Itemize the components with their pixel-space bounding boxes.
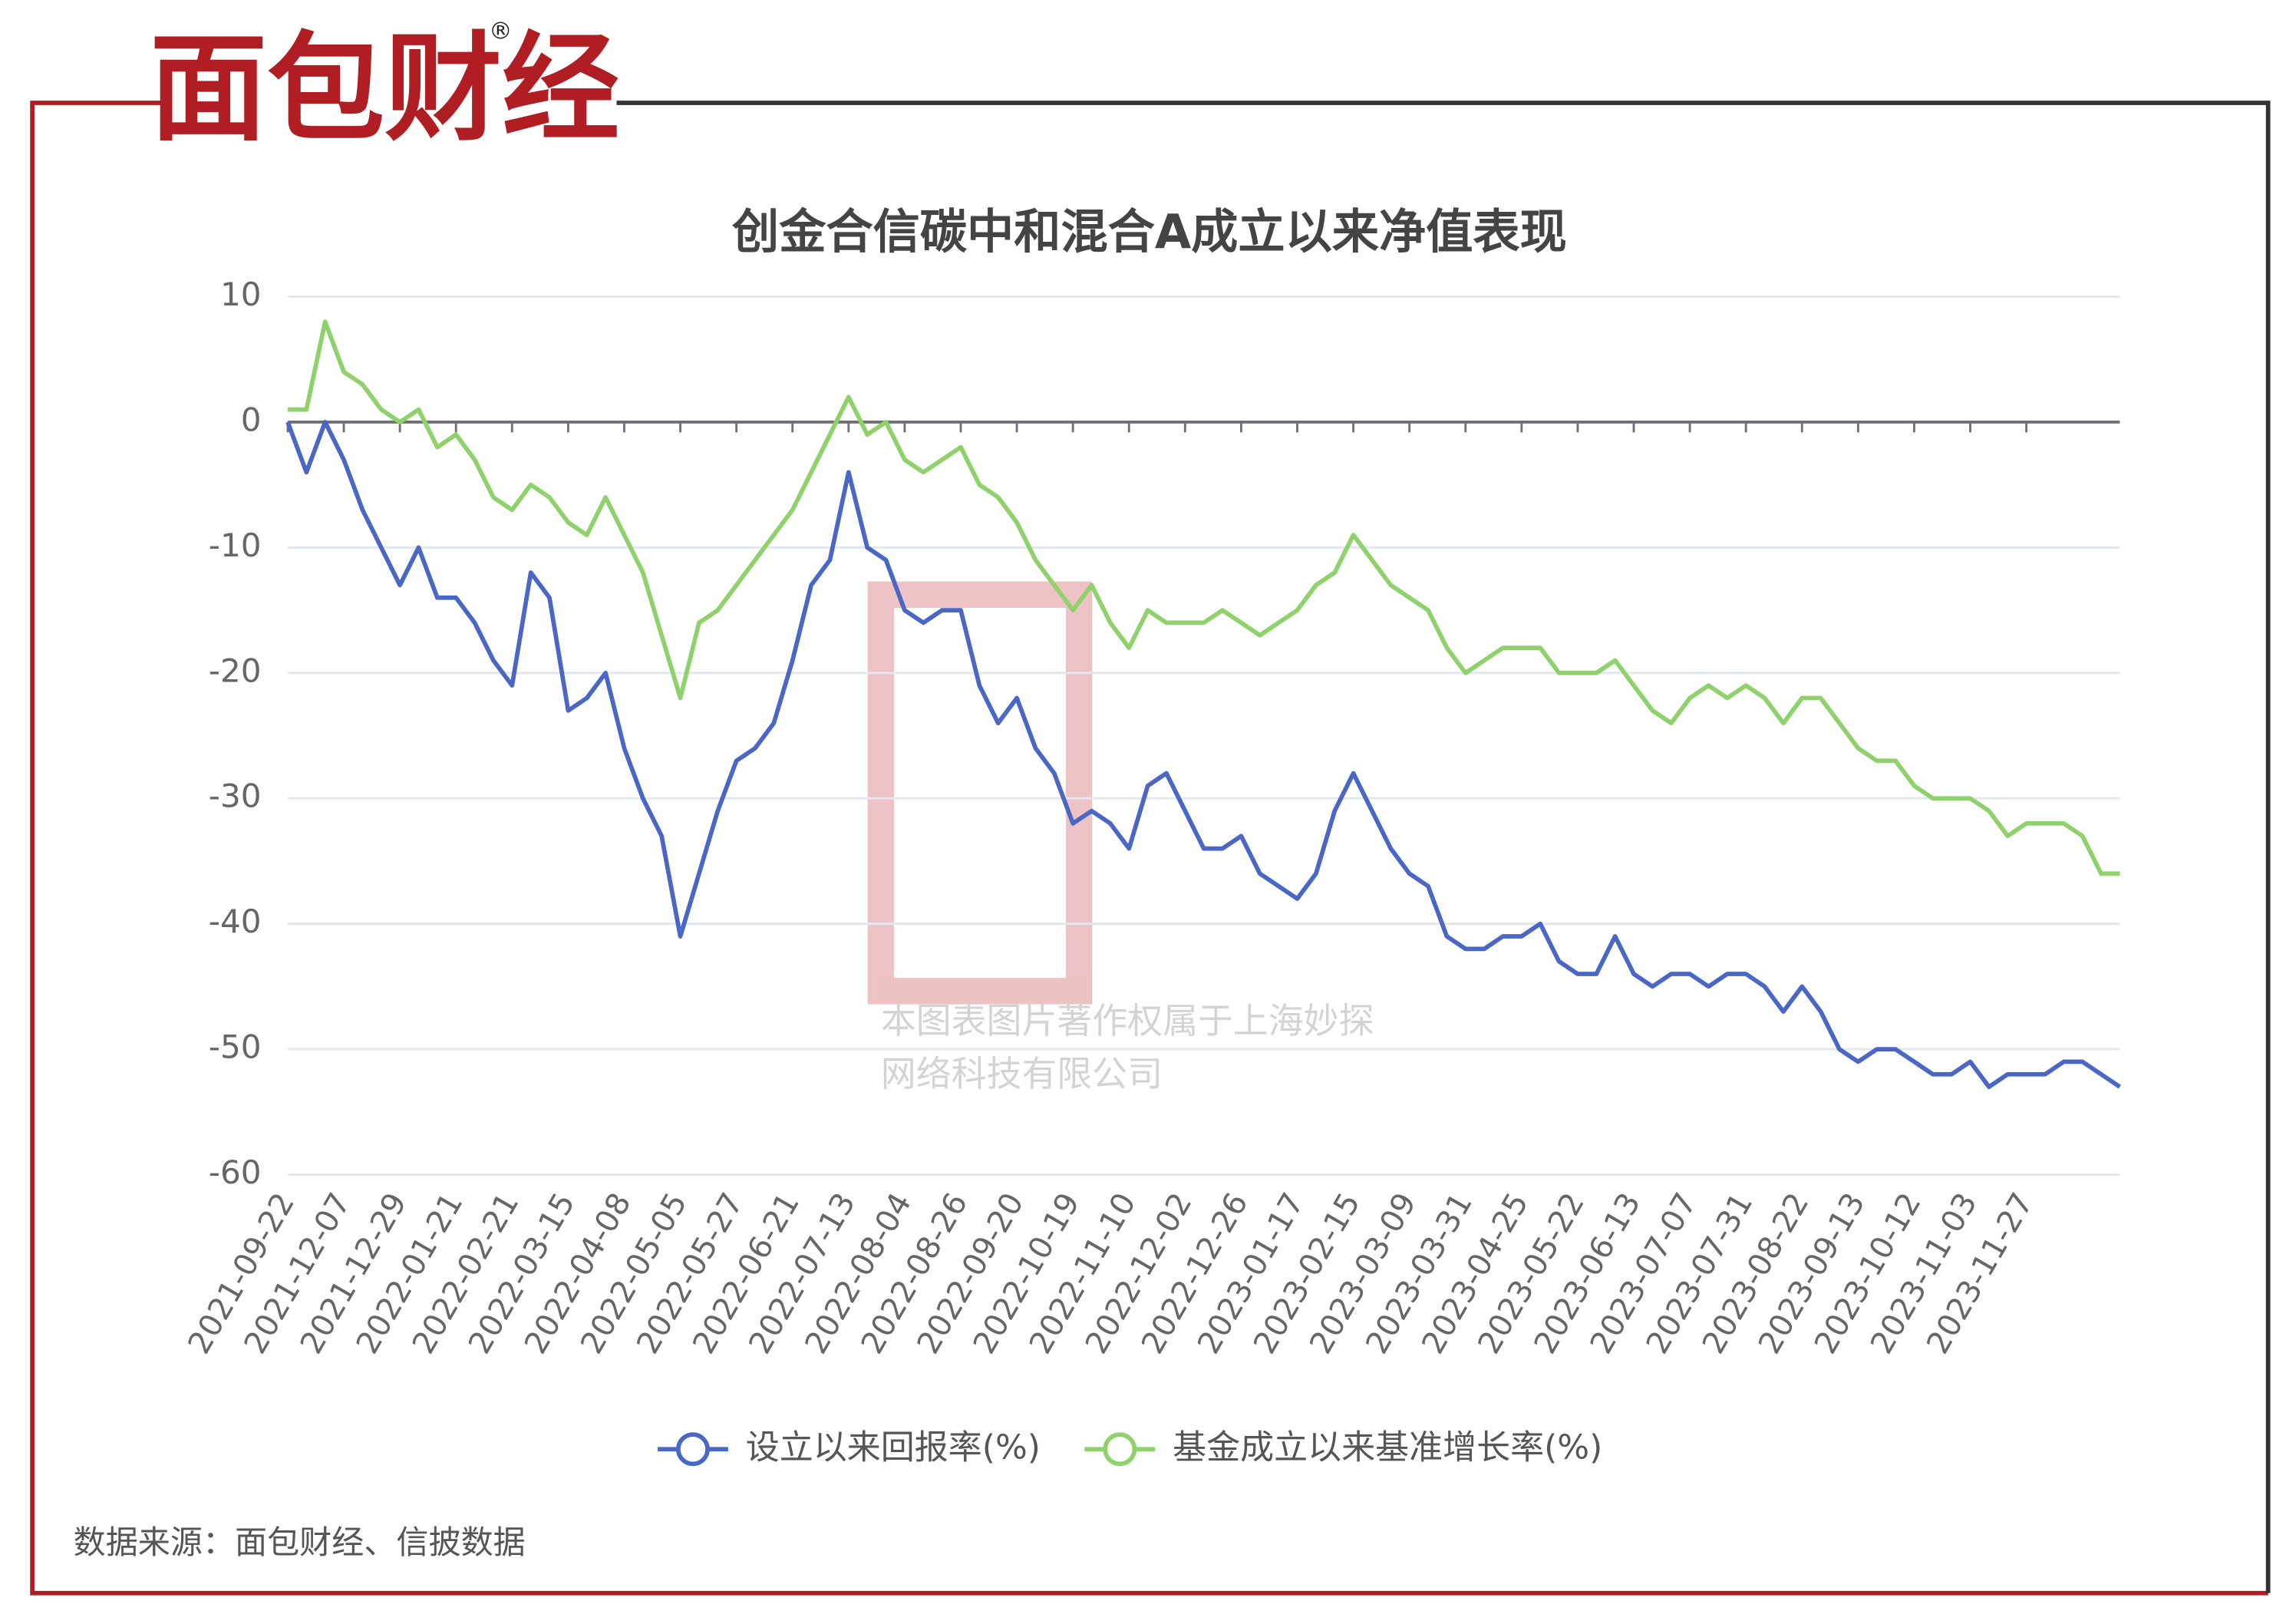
frame-red [30, 101, 2268, 1596]
frame-dark [616, 101, 2271, 1593]
watermark-shape [867, 581, 1093, 1005]
watermark-text: 本图表图片著作权属于上海妙探 [881, 1000, 1374, 1041]
y-tick-label: -50 [209, 1028, 262, 1066]
logo: 面包财经 [150, 21, 619, 157]
y-tick-label: 10 [220, 276, 262, 313]
legend-marker [675, 1432, 710, 1467]
y-tick-label: -60 [209, 1154, 262, 1191]
watermark: 本图表图片著作权属于上海妙探 网络科技有限公司 [867, 581, 1374, 1094]
y-tick-label: -20 [209, 652, 262, 689]
chart-title: 创金合信碳中和混合A成立以来净值表现 [732, 205, 1567, 259]
legend-marker [1103, 1432, 1137, 1467]
registered-mark: ® [489, 18, 513, 45]
series-line [285, 420, 2122, 1089]
y-tick-label: -30 [209, 777, 262, 815]
legend-label: 基金成立以来基准增长率(%) [1173, 1428, 1602, 1467]
y-tick-label: -40 [209, 903, 262, 940]
y-tick-label: -10 [209, 526, 262, 564]
watermark-text: 网络科技有限公司 [881, 1053, 1163, 1094]
y-tick-label: 0 [241, 401, 262, 438]
source-note: 数据来源：面包财经、信披数据 [74, 1523, 526, 1561]
legend-label: 设立以来回报率(%) [746, 1428, 1041, 1467]
series-line [287, 319, 2120, 876]
